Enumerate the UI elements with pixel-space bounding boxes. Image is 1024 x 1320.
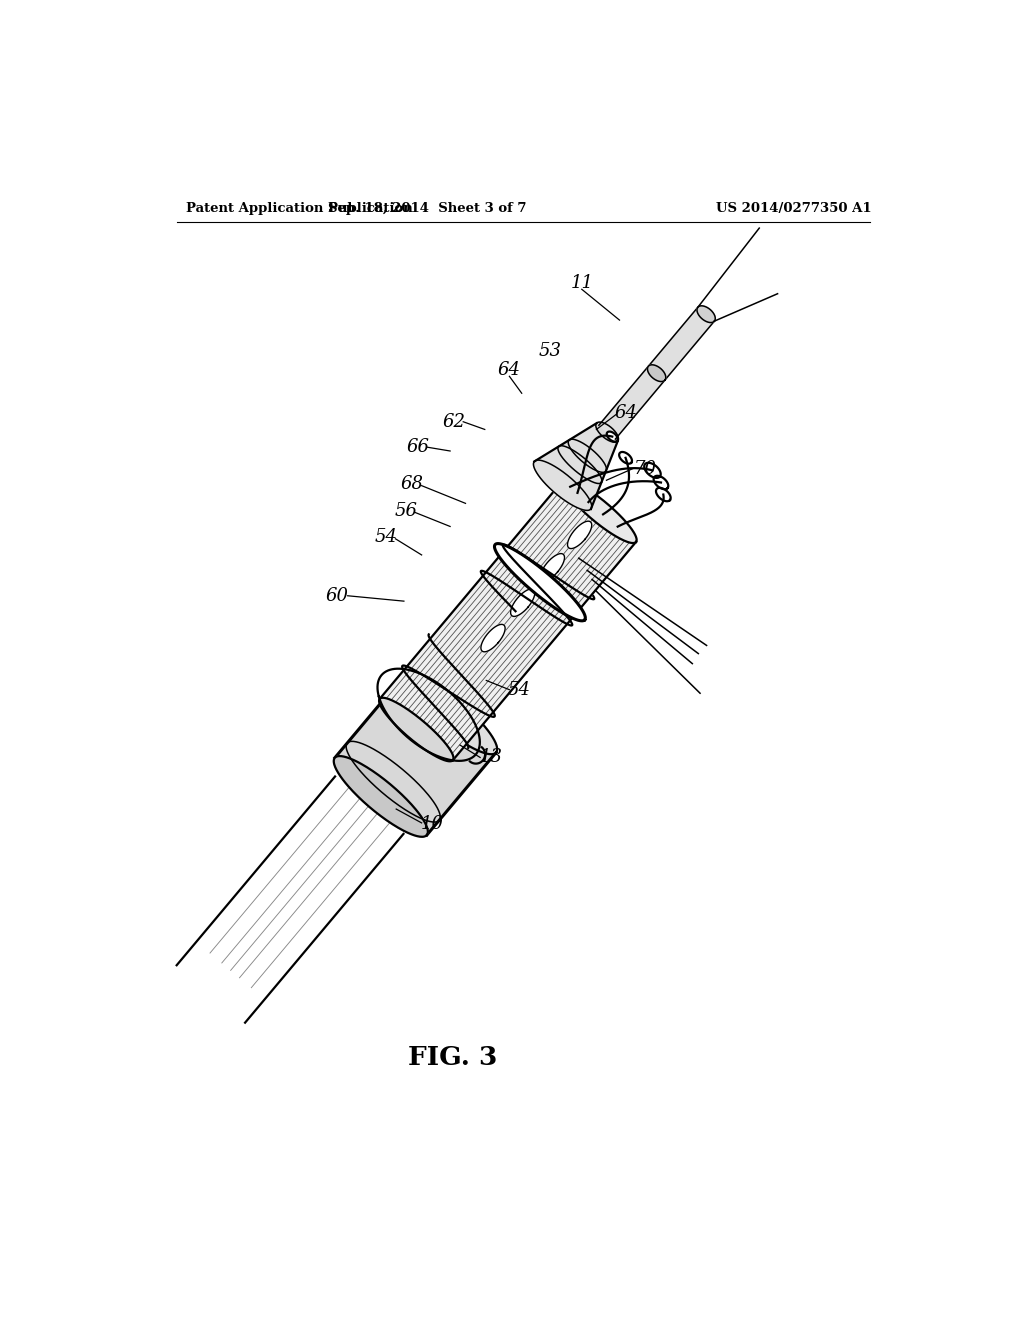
- Text: Sep. 18, 2014  Sheet 3 of 7: Sep. 18, 2014 Sheet 3 of 7: [328, 202, 526, 215]
- Polygon shape: [620, 451, 632, 463]
- Polygon shape: [656, 488, 671, 502]
- Polygon shape: [653, 475, 669, 490]
- Polygon shape: [495, 544, 586, 620]
- Polygon shape: [567, 521, 592, 549]
- Polygon shape: [511, 589, 535, 616]
- Text: 54: 54: [375, 528, 397, 546]
- Text: 56: 56: [394, 502, 418, 520]
- Text: 13: 13: [479, 748, 503, 767]
- Text: 64: 64: [498, 362, 521, 379]
- Polygon shape: [334, 756, 428, 837]
- Text: Patent Application Publication: Patent Application Publication: [186, 202, 413, 215]
- Text: FIG. 3: FIG. 3: [408, 1045, 497, 1071]
- Polygon shape: [535, 424, 617, 510]
- Text: 62: 62: [442, 413, 466, 430]
- Polygon shape: [534, 461, 592, 511]
- Text: 10: 10: [421, 816, 443, 833]
- Polygon shape: [607, 432, 617, 442]
- Polygon shape: [647, 364, 666, 381]
- Polygon shape: [379, 698, 454, 762]
- Polygon shape: [541, 553, 564, 581]
- Text: 54: 54: [508, 681, 530, 698]
- Polygon shape: [596, 422, 618, 442]
- Text: 53: 53: [539, 342, 562, 360]
- Polygon shape: [481, 624, 505, 652]
- Text: 68: 68: [400, 475, 423, 494]
- Text: US 2014/0277350 A1: US 2014/0277350 A1: [716, 202, 871, 215]
- Polygon shape: [697, 306, 716, 322]
- Text: 60: 60: [326, 587, 348, 605]
- Polygon shape: [599, 308, 715, 440]
- Text: 70: 70: [634, 459, 656, 478]
- Text: 64: 64: [614, 404, 637, 421]
- Polygon shape: [562, 479, 637, 543]
- Polygon shape: [403, 673, 498, 754]
- Polygon shape: [644, 463, 660, 478]
- Text: 11: 11: [570, 275, 593, 292]
- Polygon shape: [380, 480, 636, 760]
- Polygon shape: [335, 676, 496, 836]
- Text: 66: 66: [407, 438, 429, 457]
